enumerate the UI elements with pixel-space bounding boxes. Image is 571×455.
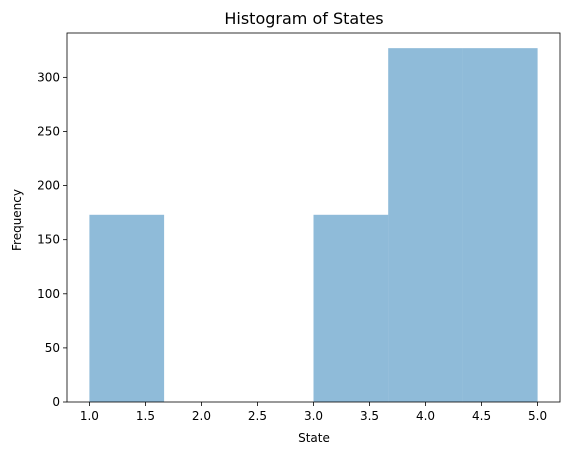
x-axis-label: State bbox=[298, 431, 330, 445]
chart-title: Histogram of States bbox=[224, 9, 383, 28]
histogram-bar bbox=[462, 48, 538, 402]
y-tick-label: 150 bbox=[37, 233, 60, 247]
x-tick-label: 2.5 bbox=[248, 409, 267, 423]
y-tick-label: 0 bbox=[52, 395, 60, 409]
y-tick-label: 300 bbox=[37, 70, 60, 84]
y-tick-label: 50 bbox=[45, 341, 60, 355]
x-tick-label: 1.0 bbox=[80, 409, 99, 423]
x-tick-label: 2.0 bbox=[192, 409, 211, 423]
x-tick-label: 1.5 bbox=[136, 409, 155, 423]
x-tick-label: 4.5 bbox=[472, 409, 491, 423]
x-tick-label: 3.0 bbox=[304, 409, 323, 423]
plot-frame bbox=[66, 32, 561, 403]
x-tick-label: 4.0 bbox=[416, 409, 435, 423]
x-axis-ticks: 1.0 1.5 2.0 2.5 3.0 3.5 4.0 4.5 5.0 bbox=[80, 402, 547, 423]
x-tick-label: 5.0 bbox=[528, 409, 547, 423]
y-axis-ticks: 0 50 100 150 200 250 300 bbox=[37, 70, 67, 409]
histogram-bar bbox=[388, 48, 463, 402]
y-tick-label: 100 bbox=[37, 287, 60, 301]
y-tick-label: 200 bbox=[37, 179, 60, 193]
y-tick-label: 250 bbox=[37, 124, 60, 138]
histogram-bar bbox=[89, 214, 165, 402]
histogram-bar bbox=[313, 214, 389, 402]
y-axis-label: Frequency bbox=[10, 189, 24, 251]
x-tick-label: 3.5 bbox=[360, 409, 379, 423]
bars-group bbox=[89, 48, 538, 402]
